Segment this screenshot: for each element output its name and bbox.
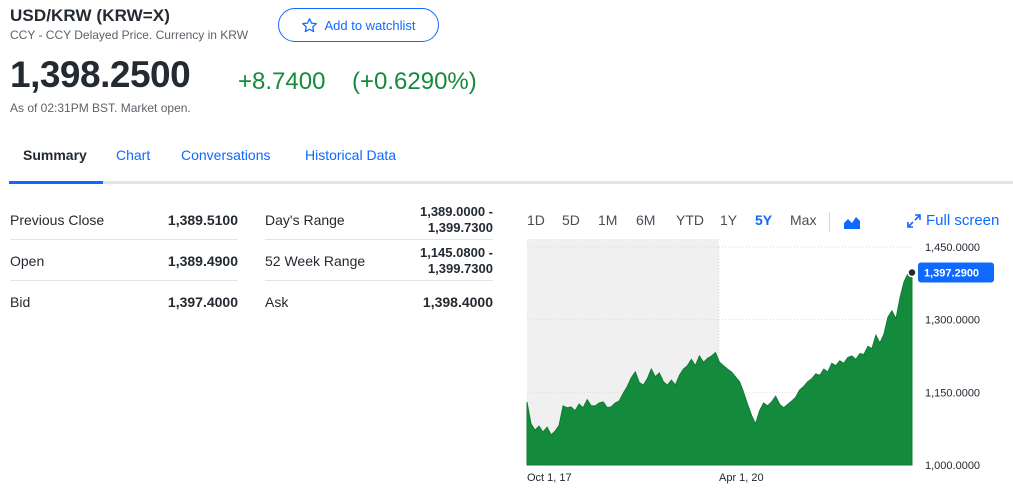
stat-row-days-range: Day's Range 1,389.0000 -1,399.7300 <box>265 200 493 240</box>
quote-subtitle: CCY - CCY Delayed Price. Currency in KRW <box>10 28 249 42</box>
tab-summary[interactable]: Summary <box>23 147 87 163</box>
area-chart-icon[interactable] <box>843 215 861 229</box>
range-divider <box>829 212 830 232</box>
x-tick-label: Oct 1, 17 <box>527 472 572 484</box>
expand-arrows-icon <box>907 213 921 228</box>
stat-label: 52 Week Range <box>265 253 366 269</box>
tab-historical-data[interactable]: Historical Data <box>305 147 397 163</box>
stat-value: 1,398.4000 <box>422 294 493 310</box>
quote-timestamp: As of 02:31PM BST. Market open. <box>10 101 191 115</box>
stat-label: Open <box>10 253 45 269</box>
current-value-label: 1,397.2900 <box>924 268 979 280</box>
range-low: 1,145.0800 - <box>419 245 493 260</box>
full-screen-button[interactable]: Full screen <box>907 212 999 229</box>
current-value-badge <box>918 262 994 283</box>
star-icon <box>302 17 318 32</box>
stat-value: 1,389.4900 <box>167 253 238 269</box>
current-value-dot <box>907 267 917 278</box>
range-6m[interactable]: 6M <box>636 212 656 228</box>
stat-row-52-week-range: 52 Week Range 1,145.0800 -1,399.7300 <box>265 241 493 281</box>
stat-label: Day's Range <box>265 212 345 228</box>
add-to-watchlist-label: Add to watchlist <box>324 17 416 33</box>
stat-value: 1,397.4000 <box>167 294 238 310</box>
tab-chart[interactable]: Chart <box>116 147 151 163</box>
stat-row-ask: Ask 1,398.4000 <box>265 282 493 322</box>
range-1y[interactable]: 1Y <box>720 212 738 228</box>
tab-conversations[interactable]: Conversations <box>181 147 271 163</box>
full-screen-label: Full screen <box>926 212 1000 229</box>
range-1d[interactable]: 1D <box>527 212 545 228</box>
price-change: +8.7400 <box>238 68 326 95</box>
stat-label: Previous Close <box>10 212 105 228</box>
stat-row-open: Open 1,389.4900 <box>10 241 238 281</box>
range-1m[interactable]: 1M <box>598 212 618 228</box>
current-price: 1,398.2500 <box>10 54 191 95</box>
stat-row-bid: Bid 1,397.4000 <box>10 282 238 322</box>
stat-label: Bid <box>10 294 31 310</box>
range-max[interactable]: Max <box>790 212 817 228</box>
price-change-percent: (+0.6290%) <box>352 68 477 95</box>
y-tick-label: 1,300.0000 <box>925 315 980 327</box>
range-5d[interactable]: 5D <box>562 212 580 228</box>
range-high: 1,399.7300 <box>427 261 493 276</box>
y-tick-label: 1,150.0000 <box>925 387 980 399</box>
stat-value: 1,389.5100 <box>167 212 238 228</box>
stat-row-previous-close: Previous Close 1,389.5100 <box>10 200 238 240</box>
range-5y[interactable]: 5Y <box>755 212 773 228</box>
quote-tabs: Summary Chart Conversations Historical D… <box>9 138 1013 184</box>
range-high: 1,399.7300 <box>427 220 493 235</box>
range-ytd[interactable]: YTD <box>676 212 704 228</box>
y-tick-label: 1,000.0000 <box>925 460 980 472</box>
y-tick-label: 1,450.0000 <box>925 242 980 254</box>
x-tick-label: Apr 1, 20 <box>719 472 764 484</box>
stat-value: 1,145.0800 -1,399.7300 <box>420 245 493 277</box>
range-low: 1,389.0000 - <box>419 204 493 219</box>
stat-value: 1,389.0000 -1,399.7300 <box>420 204 493 236</box>
page-title: USD/KRW (KRW=X) <box>10 6 171 25</box>
active-tab-indicator <box>9 181 103 184</box>
price-area-series <box>526 271 913 466</box>
add-to-watchlist-button[interactable]: Add to watchlist <box>278 8 439 42</box>
stat-label: Ask <box>265 294 289 310</box>
